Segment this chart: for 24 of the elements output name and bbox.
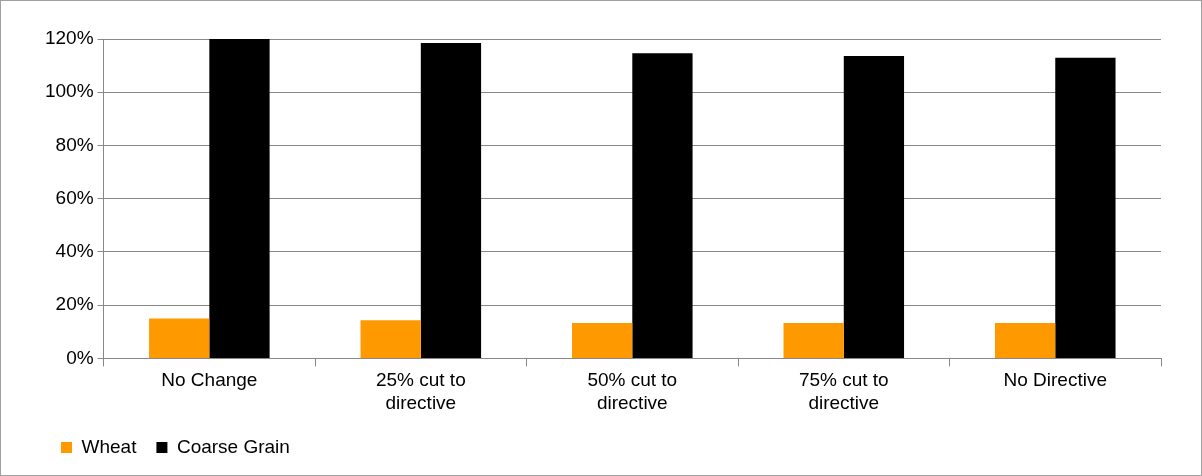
x-tick-label: 25% cut to directive <box>375 369 466 413</box>
y-tick-label: 80% <box>55 133 94 155</box>
y-tick-label: 100% <box>44 80 94 102</box>
y-tick-label: 20% <box>55 293 94 315</box>
bar <box>1055 57 1116 358</box>
legend-label: Coarse Grain <box>176 435 290 457</box>
bar <box>843 56 905 358</box>
bar <box>209 39 270 358</box>
x-tick-label: 50% cut to directive <box>587 369 678 413</box>
bar <box>420 42 482 358</box>
x-tick-label: 75% cut to directive <box>798 369 889 413</box>
y-tick-label: 40% <box>55 240 94 262</box>
y-tick-label: 0% <box>66 346 94 368</box>
y-tick-label: 120% <box>44 27 94 49</box>
y-tick-label: 60% <box>55 186 94 208</box>
bar <box>994 323 1056 358</box>
legend-label: Wheat <box>81 435 138 457</box>
bar <box>149 318 210 358</box>
bar <box>360 320 421 358</box>
bar <box>783 323 844 358</box>
x-tick-label: No Directive <box>1003 369 1107 391</box>
bar <box>572 323 633 358</box>
bar <box>632 53 693 358</box>
x-tick-label: No Change <box>161 369 258 391</box>
